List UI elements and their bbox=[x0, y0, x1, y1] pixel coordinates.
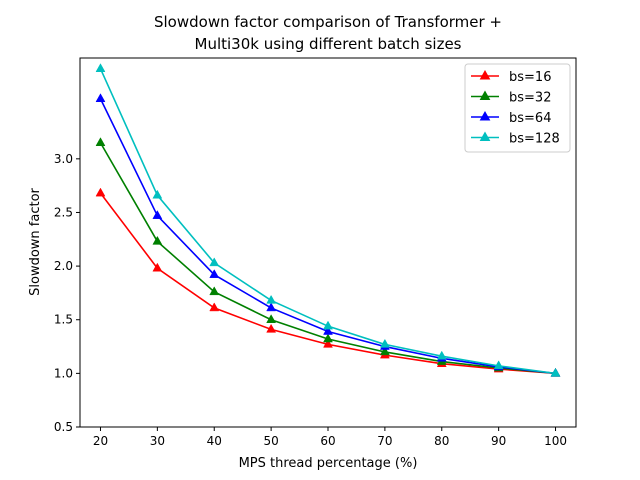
y-tick-label: 0.5 bbox=[54, 420, 73, 434]
legend-label: bs=32 bbox=[509, 91, 551, 106]
series-bs=32 bbox=[95, 137, 561, 377]
plot-area-frame bbox=[79, 57, 577, 428]
x-axis-label: MPS thread percentage (%) bbox=[239, 456, 418, 471]
legend-marker bbox=[479, 90, 491, 100]
x-tick-label: 80 bbox=[434, 434, 449, 448]
data-point bbox=[152, 210, 163, 219]
data-point bbox=[209, 269, 220, 278]
legend-box bbox=[464, 63, 571, 153]
x-tick-label: 70 bbox=[377, 434, 392, 448]
legend: bs=16 bs=32 bs=64 bs=128 bbox=[464, 63, 571, 153]
data-point bbox=[266, 294, 277, 304]
data-point bbox=[209, 302, 220, 312]
data-point bbox=[266, 323, 277, 333]
y-tick-label: 2.5 bbox=[54, 205, 73, 219]
x-tick-label: 30 bbox=[150, 434, 165, 448]
x-tick-label: 90 bbox=[491, 434, 506, 448]
chart-title-line-2: Multi30k using different batch sizes bbox=[195, 35, 462, 53]
x-tick-label: 60 bbox=[320, 434, 335, 448]
data-point bbox=[266, 302, 277, 312]
data-point bbox=[379, 338, 390, 348]
data-point bbox=[152, 189, 163, 199]
x-tick-label: 40 bbox=[207, 434, 222, 448]
data-point bbox=[323, 338, 333, 348]
y-tick-label: 3.0 bbox=[54, 152, 73, 166]
data-point bbox=[95, 137, 106, 146]
legend-marker bbox=[479, 69, 491, 80]
data-point bbox=[550, 367, 561, 377]
legend-label: bs=16 bbox=[509, 70, 551, 85]
data-point bbox=[152, 235, 163, 245]
legend-label: bs=128 bbox=[509, 132, 560, 147]
x-tick-label: 50 bbox=[263, 434, 278, 448]
y-tick-label: 1.5 bbox=[54, 313, 73, 327]
y-axis-ticks: 0.5 1.0 1.5 2.0 2.5 3.0 bbox=[54, 152, 80, 434]
x-tick-label: 100 bbox=[544, 434, 567, 448]
plot-lines bbox=[95, 63, 561, 377]
series-bs=128 bbox=[95, 63, 561, 377]
x-axis-ticks: 20 30 40 50 60 70 80 90 100 bbox=[93, 427, 567, 448]
data-point bbox=[323, 320, 333, 330]
legend-label: bs=64 bbox=[509, 111, 551, 126]
data-point bbox=[95, 93, 106, 103]
data-point bbox=[266, 314, 277, 323]
y-tick-label: 2.0 bbox=[54, 259, 73, 273]
data-point bbox=[323, 333, 333, 343]
data-point bbox=[323, 326, 333, 335]
data-point bbox=[436, 350, 447, 360]
data-point bbox=[493, 360, 504, 370]
legend-marker bbox=[479, 131, 491, 141]
data-point bbox=[152, 262, 163, 272]
chart-title-line-1: Slowdown factor comparison of Transforme… bbox=[154, 13, 502, 31]
data-point bbox=[209, 257, 220, 267]
series-bs=16 bbox=[95, 187, 561, 377]
y-tick-label: 1.0 bbox=[54, 366, 73, 380]
data-point bbox=[379, 346, 390, 356]
x-tick-label: 20 bbox=[93, 434, 108, 448]
data-point bbox=[209, 286, 220, 296]
data-point bbox=[95, 187, 106, 197]
legend-marker bbox=[479, 110, 491, 121]
data-point bbox=[95, 63, 106, 72]
y-axis-label: Slowdown factor bbox=[28, 187, 43, 295]
